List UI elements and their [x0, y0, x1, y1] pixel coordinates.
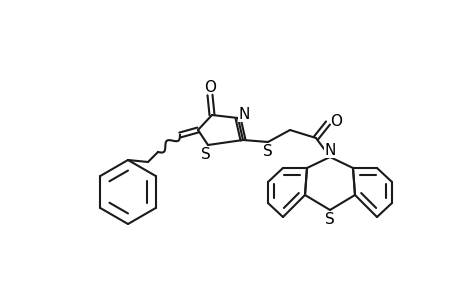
Text: N: N — [324, 142, 335, 158]
Text: N: N — [238, 106, 249, 122]
Text: S: S — [325, 212, 334, 226]
Text: O: O — [203, 80, 216, 94]
Text: S: S — [263, 143, 272, 158]
Text: S: S — [201, 146, 210, 161]
Text: O: O — [329, 113, 341, 128]
